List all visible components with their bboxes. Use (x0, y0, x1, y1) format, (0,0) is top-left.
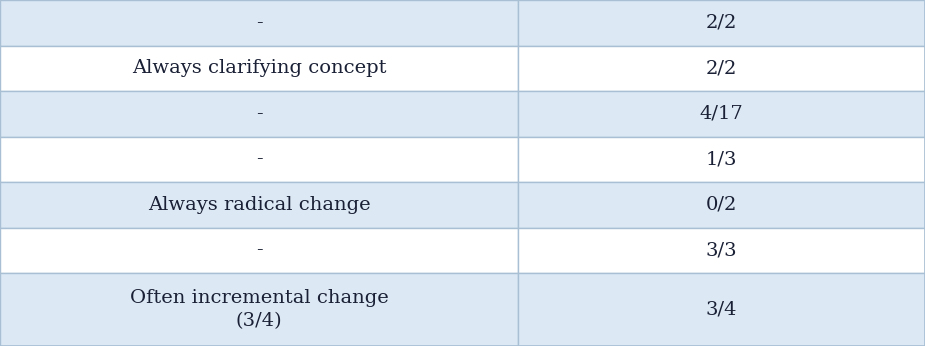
Bar (518, 137, 925, 182)
Text: 0/2: 0/2 (706, 196, 737, 214)
Text: 2/2: 2/2 (706, 59, 737, 77)
Bar (0, 137, 518, 182)
Bar (0, 0, 518, 46)
Text: 3/3: 3/3 (706, 242, 737, 260)
Text: 2/2: 2/2 (706, 14, 737, 32)
Bar (518, 0, 925, 46)
Text: 4/17: 4/17 (699, 105, 744, 123)
Text: -: - (255, 14, 263, 32)
Text: 3/4: 3/4 (706, 301, 737, 319)
Bar (0, 182, 518, 228)
Text: Always radical change: Always radical change (148, 196, 370, 214)
Bar (518, 228, 925, 273)
Bar (0, 91, 518, 137)
Text: Always clarifying concept: Always clarifying concept (131, 59, 387, 77)
Text: -: - (255, 242, 263, 260)
Bar (0, 273, 518, 346)
Bar (518, 91, 925, 137)
Bar (0, 228, 518, 273)
Bar (518, 273, 925, 346)
Text: Often incremental change
(3/4): Often incremental change (3/4) (130, 289, 388, 330)
Bar (0, 46, 518, 91)
Bar (518, 182, 925, 228)
Text: 1/3: 1/3 (706, 151, 737, 169)
Bar (518, 46, 925, 91)
Text: -: - (255, 105, 263, 123)
Text: -: - (255, 151, 263, 169)
